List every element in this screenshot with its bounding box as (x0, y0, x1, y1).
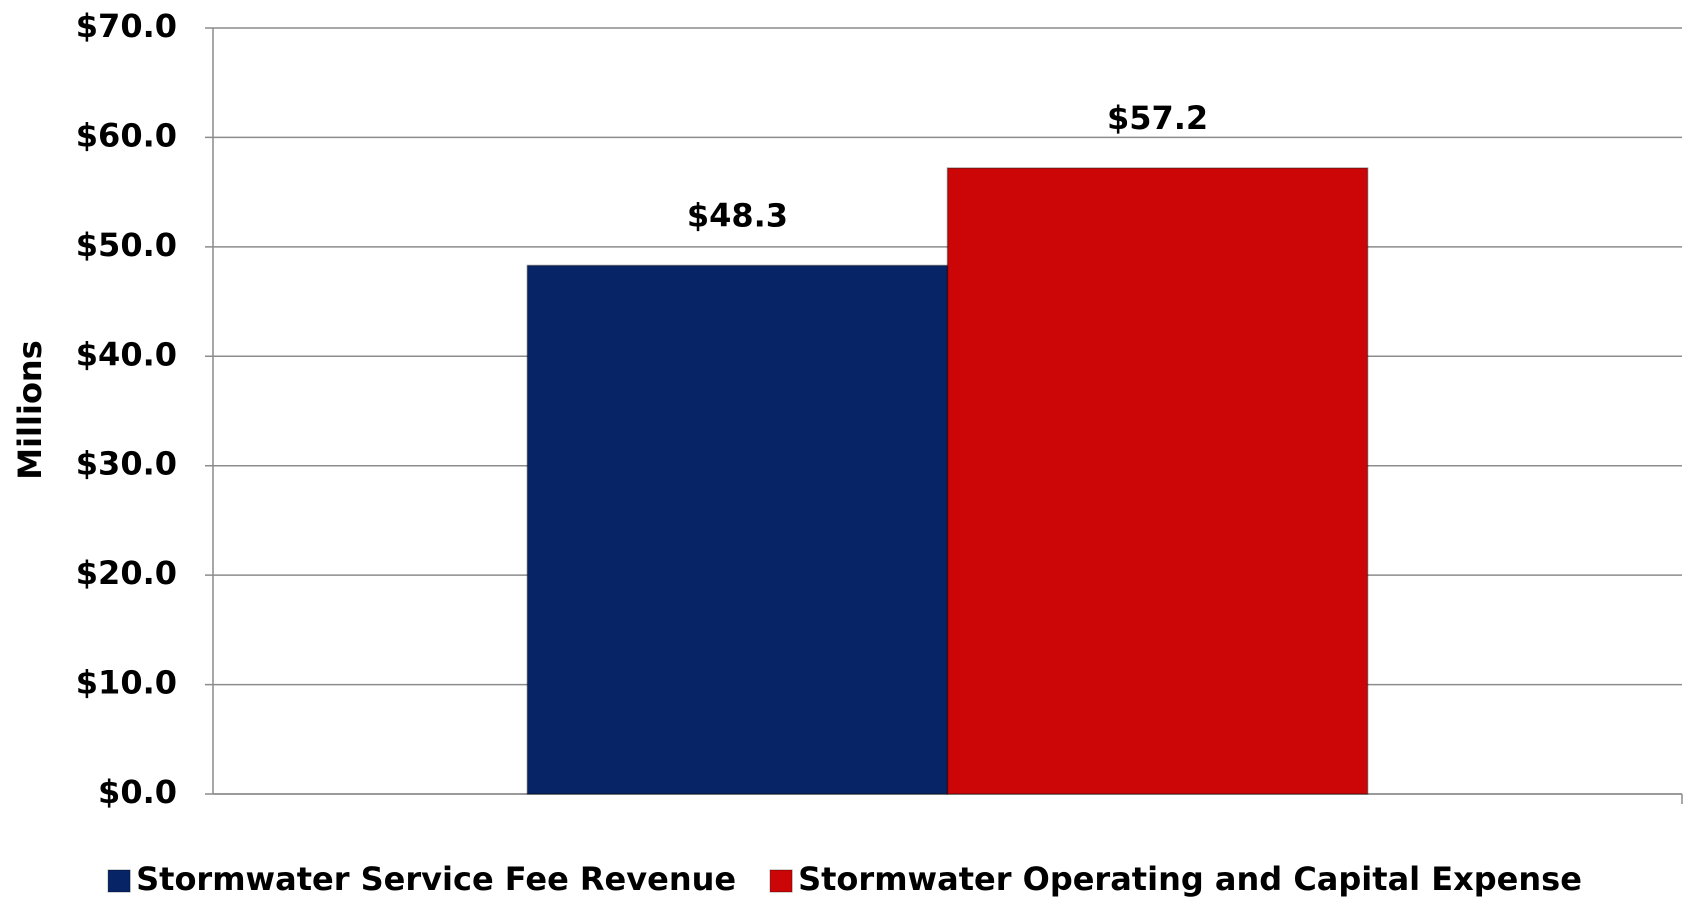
y-tick-label: $30.0 (76, 445, 177, 483)
y-tick-label: $70.0 (76, 7, 177, 45)
y-axis-label: Millions (11, 340, 49, 480)
bar (526, 264, 949, 795)
legend-label: Stormwater Service Fee Revenue (136, 860, 736, 898)
value-label: $57.2 (1107, 99, 1208, 137)
legend-label: Stormwater Operating and Capital Expense (798, 860, 1582, 898)
y-tick-label: $40.0 (76, 335, 177, 373)
legend-swatch (107, 869, 131, 893)
y-tick-label: $10.0 (76, 664, 177, 702)
y-tick-label: $60.0 (76, 116, 177, 154)
bar (946, 167, 1369, 795)
y-tick-label: $0.0 (98, 773, 177, 811)
y-tick-label: $20.0 (76, 554, 177, 592)
value-label: $48.3 (687, 196, 788, 234)
y-tick-label: $50.0 (76, 226, 177, 264)
legend-swatch (769, 869, 793, 893)
